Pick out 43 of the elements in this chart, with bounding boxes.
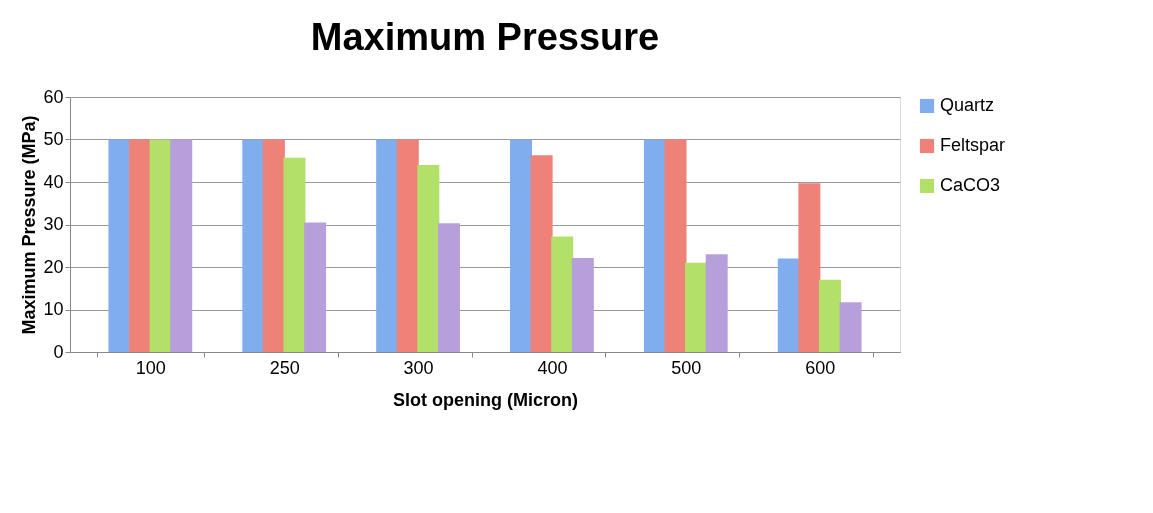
bar [551,236,574,352]
bar [376,139,399,352]
bar [705,254,728,352]
bar [170,139,193,352]
x-tick-label: 250 [269,357,300,378]
y-tick-label: 10 [43,299,64,319]
y-tick-label: 20 [43,256,64,277]
y-tick-label: 50 [43,129,64,149]
bar [108,139,131,352]
x-tick-label: 300 [403,357,434,378]
bar [242,139,265,352]
y-tick-label: 30 [43,214,64,234]
bar [396,139,419,352]
bar [437,223,460,352]
bar [777,258,800,352]
bar [664,139,687,352]
bar [149,139,172,352]
bar [304,222,327,352]
bar [685,262,708,352]
bar [839,302,862,352]
y-tick-label: 60 [43,86,64,107]
y-tick-label: 0 [53,341,64,362]
x-tick-label: 100 [135,357,166,378]
x-axis-title: Slot opening (Micron) [393,389,578,410]
bar [510,139,533,352]
y-axis-title: Maximum Pressure (MPa) [19,115,40,335]
legend-label: Feltspar [940,135,1006,155]
legend-label: Quartz [940,95,995,115]
chart-title: Maximum Pressure [310,16,660,58]
bar [571,258,594,352]
bar [818,279,841,352]
bar [262,139,285,352]
bar [530,155,553,352]
x-tick-label: 600 [805,357,836,378]
bar [129,139,152,352]
bar [417,165,440,352]
x-tick-label: 500 [671,357,702,378]
bar [798,183,821,352]
y-tick-label: 40 [43,171,64,192]
bar [283,157,306,352]
x-tick-label: 400 [537,357,568,378]
bar [643,139,666,352]
legend-label: CaCO3 [940,175,1001,195]
